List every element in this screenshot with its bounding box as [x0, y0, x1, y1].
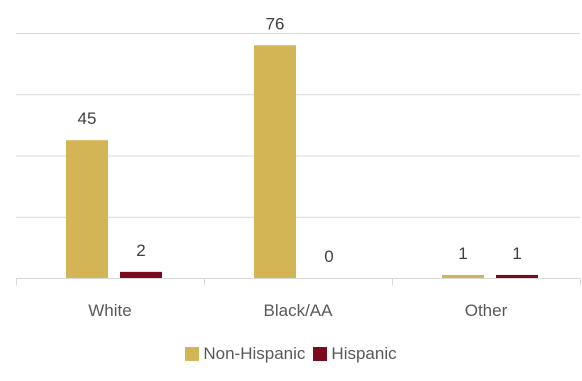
data-label: 45 — [78, 109, 97, 128]
legend-item-non-hispanic: Non-Hispanic — [185, 344, 305, 364]
bar-non-hispanic-black-aa — [254, 45, 296, 278]
bar-non-hispanic-white — [66, 140, 108, 278]
bar-hispanic-other — [496, 274, 538, 278]
legend-swatch-non-hispanic — [185, 347, 200, 361]
data-label: 2 — [136, 241, 145, 260]
legend-swatch-hispanic — [313, 347, 328, 361]
legend-label-hispanic: Hispanic — [331, 344, 397, 363]
bar-non-hispanic-other — [442, 274, 484, 278]
legend-label-non-hispanic: Non-Hispanic — [203, 344, 306, 363]
legend-item-hispanic: Hispanic — [313, 344, 397, 364]
data-label: 1 — [512, 244, 521, 263]
x-tick-label: Black/AA — [264, 301, 334, 320]
bar-hispanic-white — [120, 271, 162, 278]
data-label: 1 — [458, 244, 467, 263]
data-label: 76 — [266, 14, 285, 33]
legend: Non-Hispanic Hispanic — [0, 344, 582, 364]
data-label: 0 — [324, 247, 333, 266]
x-tick-label: Other — [465, 301, 508, 320]
x-tick-label: White — [88, 301, 131, 320]
